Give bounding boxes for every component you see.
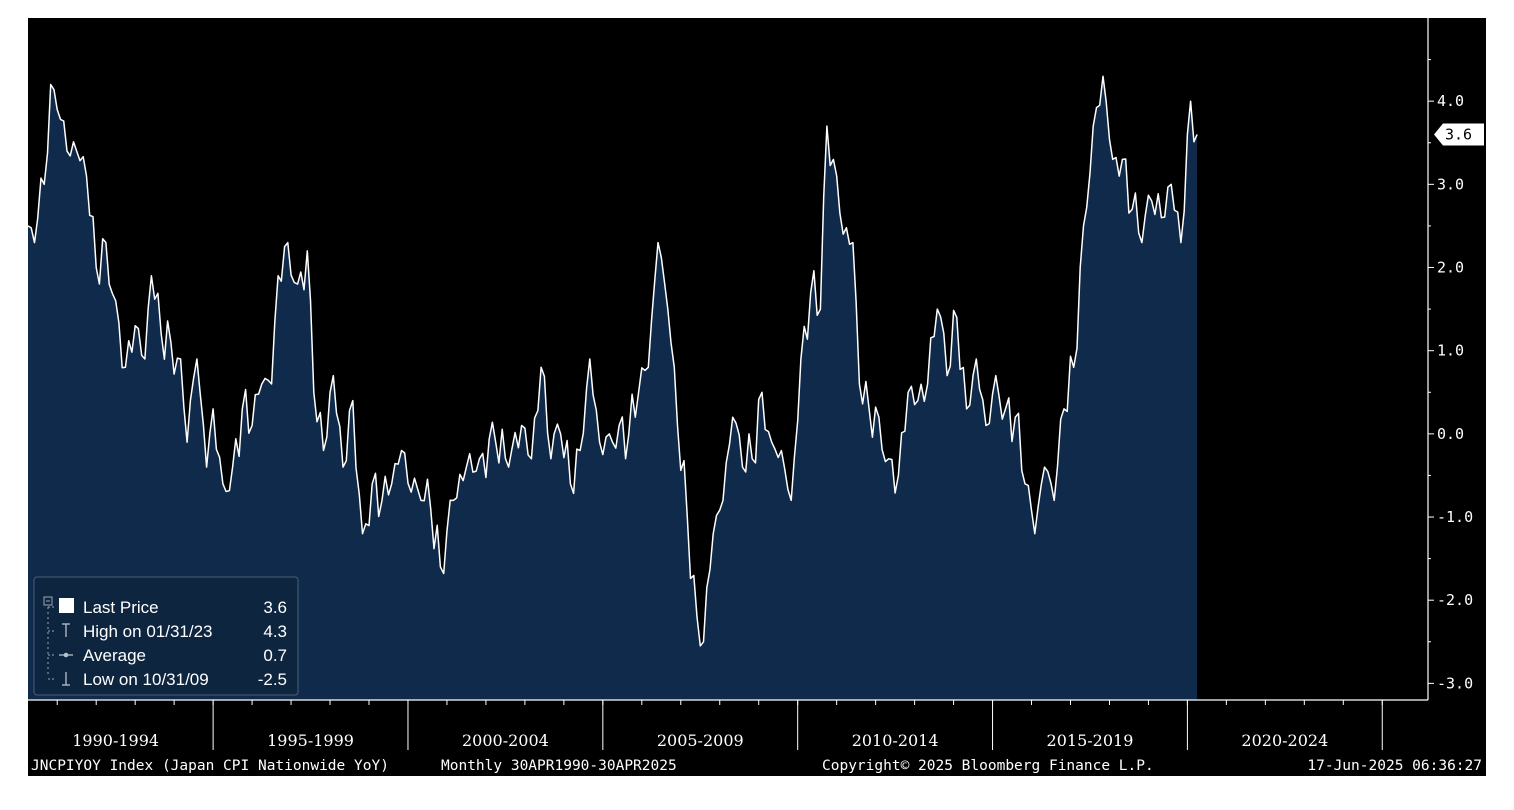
last-value-label: 3.6 bbox=[1445, 125, 1472, 143]
footer: JNCPIYOY Index (Japan CPI Nationwide YoY… bbox=[28, 752, 1486, 776]
legend: Last Price 3.6 High on 01/31/23 4.3 Average 0… bbox=[33, 576, 299, 696]
last-value-marker: 3.6 bbox=[1434, 123, 1484, 146]
x-period-label: 1990-1994 bbox=[72, 731, 159, 750]
last-value-tag bbox=[1434, 123, 1484, 146]
legend-rows: Last Price 3.6 High on 01/31/23 4.3 Average 0… bbox=[48, 598, 287, 689]
area-layer bbox=[28, 76, 1198, 700]
series-area bbox=[28, 76, 1198, 700]
legend-box bbox=[33, 576, 299, 696]
series-line bbox=[27, 75, 1198, 647]
y-tick-label: 1.0 bbox=[1437, 342, 1464, 360]
x-period-label: 2015-2019 bbox=[1047, 731, 1134, 750]
legend-label: Low on 10/31/09 bbox=[83, 670, 209, 689]
x-axis: 1990-1994 1995-1999 2000-2004 2005-2009 2010… bbox=[28, 699, 1486, 752]
y-tick-label: 4.0 bbox=[1437, 92, 1464, 110]
y-tick-label: 3.0 bbox=[1437, 175, 1464, 193]
footer-period: Monthly 30APR1990-30APR2025 bbox=[441, 758, 677, 774]
y-axis: 4.0 3.0 2.0 1.0 0.0 -1.0 -2.0 -3.0 bbox=[1427, 18, 1486, 700]
line-layer bbox=[27, 75, 1198, 647]
x-period-label: 2020-2024 bbox=[1241, 731, 1328, 750]
x-period-label: 2005-2009 bbox=[657, 731, 744, 750]
x-axis-band bbox=[28, 700, 1486, 752]
footer-timestamp: 17-Jun-2025 06:36:27 bbox=[1307, 758, 1482, 774]
legend-collapse-icon[interactable] bbox=[43, 596, 53, 606]
x-period-label: 2010-2014 bbox=[852, 731, 939, 750]
footer-copyright: Copyright© 2025 Bloomberg Finance L.P. bbox=[822, 758, 1154, 774]
legend-square-icon bbox=[59, 598, 74, 613]
x-period-label: 1995-1999 bbox=[267, 731, 354, 750]
legend-value: -2.5 bbox=[258, 670, 287, 689]
legend-value: 0.7 bbox=[263, 646, 287, 665]
legend-label: Average bbox=[83, 646, 146, 665]
legend-label: Last Price bbox=[83, 598, 159, 617]
y-tick-label: -3.0 bbox=[1437, 674, 1473, 692]
y-tick-label: 0.0 bbox=[1437, 425, 1464, 443]
x-period-label: 2000-2004 bbox=[462, 731, 549, 750]
legend-value: 3.6 bbox=[263, 598, 287, 617]
footer-ticker: JNCPIYOY Index (Japan CPI Nationwide YoY… bbox=[31, 758, 389, 774]
y-tick-label: -1.0 bbox=[1437, 508, 1473, 526]
footer-band bbox=[28, 752, 1486, 776]
average-marker-icon-dot bbox=[63, 652, 69, 658]
y-tick-label: 2.0 bbox=[1437, 259, 1464, 277]
legend-value: 4.3 bbox=[263, 622, 287, 641]
legend-label: High on 01/31/23 bbox=[83, 622, 213, 641]
y-tick-label: -2.0 bbox=[1437, 591, 1473, 609]
